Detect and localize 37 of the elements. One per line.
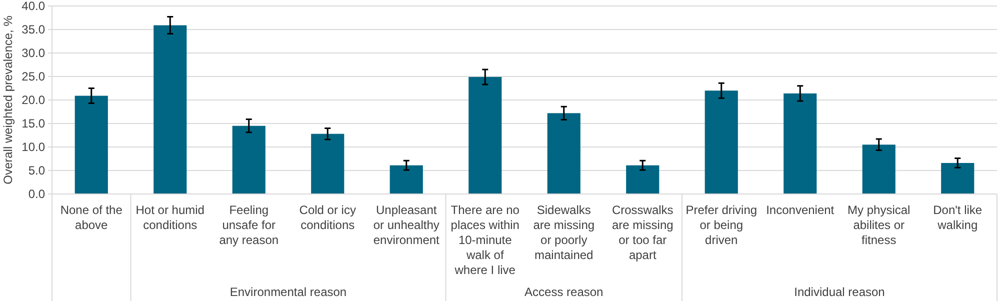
y-tick-label: 0.0 — [28, 186, 46, 201]
y-tick-label: 10.0 — [22, 140, 46, 154]
x-tick-label: Hot or humid conditions — [136, 203, 204, 232]
bar — [862, 144, 896, 194]
x-tick-label: Don't like walking — [933, 203, 982, 232]
bar — [784, 93, 817, 194]
bar — [311, 134, 344, 194]
text: Individual reason — [794, 285, 885, 299]
y-tick-label: 5.0 — [28, 163, 46, 178]
bar — [74, 96, 108, 194]
x-tick-label: Inconvenient — [766, 203, 835, 217]
bar — [390, 165, 423, 194]
y-tick-label: 35.0 — [22, 22, 46, 36]
y-tick-label: 20.0 — [22, 92, 46, 107]
x-tick-label: Unpleasant or unhealthy environment — [373, 203, 440, 247]
y-tick-label: 15.0 — [22, 116, 46, 130]
x-tick-label: Crosswalks are missing or too far apart — [612, 203, 674, 262]
y-tick-label: 30.0 — [22, 46, 46, 60]
y-tick-label: 40.0 — [22, 0, 46, 13]
bar — [547, 113, 580, 194]
y-tick-label: 25.0 — [22, 69, 46, 84]
x-tick-label: Feeling unsafe for any reason — [219, 203, 279, 247]
y-axis-title: Overall weighted prevalence, % — [1, 15, 15, 184]
x-tick-label: None of the above — [60, 203, 123, 232]
bar — [704, 90, 738, 194]
text: Access reason — [524, 285, 604, 299]
x-tick-label: Prefer driving or being driven — [686, 203, 758, 247]
bar — [232, 126, 266, 194]
x-tick-label: My physical abilites or fitness — [848, 203, 910, 247]
bar — [154, 25, 187, 194]
x-tick-label: Cold or icy conditions — [299, 203, 356, 232]
bar — [468, 76, 502, 194]
x-tick-label: Sidewalks are missing or poorly maintained — [533, 203, 595, 262]
x-tick-label: There are no places within 10-minute walk of where I live — [450, 203, 520, 277]
text: Environmental reason — [230, 285, 347, 299]
bar — [941, 162, 974, 194]
bar — [626, 165, 660, 194]
